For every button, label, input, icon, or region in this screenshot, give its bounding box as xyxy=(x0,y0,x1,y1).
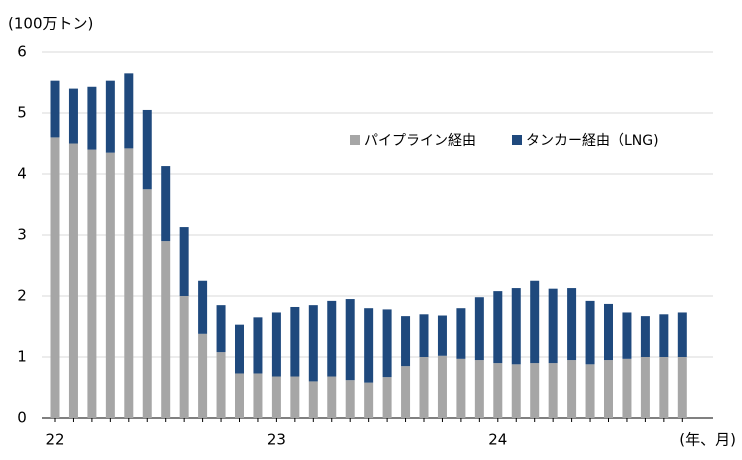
bar-segment xyxy=(604,303,613,361)
bar-segment xyxy=(622,312,632,359)
bar-segment xyxy=(68,88,78,144)
bar-segment xyxy=(142,189,152,418)
bar-segment xyxy=(345,299,355,381)
bar-segment xyxy=(511,288,521,365)
bar-segment xyxy=(235,373,244,418)
y-tick-label: 4 xyxy=(17,165,27,183)
bar-segment xyxy=(290,376,300,418)
x-tick-label: 24 xyxy=(488,431,507,449)
bar-segment xyxy=(198,280,208,334)
bar-segment xyxy=(87,86,97,150)
bar-segment xyxy=(271,376,281,418)
bar-segment xyxy=(604,360,613,418)
bar-segment xyxy=(308,305,318,382)
bar-segment xyxy=(50,137,60,418)
bar-segment xyxy=(105,80,115,153)
bar-segment xyxy=(50,80,60,138)
y-tick-label: 1 xyxy=(17,348,27,366)
bar-segment xyxy=(142,109,152,190)
bar-segment xyxy=(235,324,244,374)
bar-segment xyxy=(585,364,595,418)
bar-segment xyxy=(290,306,300,377)
bar-segment xyxy=(677,357,687,418)
bar-segment xyxy=(271,312,281,377)
bar-segment xyxy=(548,363,558,418)
bar-segment xyxy=(437,355,447,418)
bar-segment xyxy=(401,366,411,418)
bar-segment xyxy=(382,309,392,378)
bar-segment xyxy=(124,148,134,418)
bar-segment xyxy=(585,300,595,365)
bar-segment xyxy=(456,358,466,418)
bar-segment xyxy=(530,363,540,418)
bar-segment xyxy=(253,317,263,374)
bar-segment xyxy=(419,314,429,357)
bar-segment xyxy=(530,280,540,364)
bar-segment xyxy=(364,308,374,383)
bar-segment xyxy=(216,305,226,353)
bar-segment xyxy=(87,149,97,418)
bar-segment xyxy=(161,241,171,418)
x-unit-label: (年、月) xyxy=(679,431,736,449)
bar-segment xyxy=(659,314,669,357)
y-tick-label: 5 xyxy=(17,104,27,122)
bar-segment xyxy=(640,316,650,357)
legend-swatch xyxy=(512,135,522,145)
bar-segment xyxy=(161,166,171,242)
bar-segment xyxy=(364,382,374,418)
bar-segment xyxy=(456,308,466,359)
bar-segment xyxy=(474,297,484,361)
bar-segment xyxy=(567,360,577,418)
y-unit-label: (100万トン) xyxy=(8,15,93,33)
x-tick-label: 22 xyxy=(45,431,64,449)
bar-segment xyxy=(253,373,263,418)
bar-segment xyxy=(124,73,134,149)
bar-segment xyxy=(437,315,447,356)
bar-segment xyxy=(401,316,411,367)
y-tick-label: 2 xyxy=(17,287,27,305)
bar-segment xyxy=(640,357,650,418)
legend-swatch xyxy=(350,135,360,145)
y-tick-label: 6 xyxy=(17,43,27,61)
y-tick-label: 3 xyxy=(17,226,27,244)
bar-segment xyxy=(216,352,226,418)
y-tick-label: 0 xyxy=(17,409,27,427)
bar-segment xyxy=(327,376,337,418)
bar-segment xyxy=(567,288,577,361)
bar-segment xyxy=(474,360,484,418)
bar-segment xyxy=(677,312,687,357)
bar-segment xyxy=(198,333,208,418)
bar-segment xyxy=(327,300,337,377)
bar-segment xyxy=(382,377,392,418)
bar-segment xyxy=(659,357,669,418)
legend-label: タンカー経由（LNG) xyxy=(526,133,659,149)
bar-segment xyxy=(179,296,189,418)
bar-segment xyxy=(179,227,189,296)
bar-segment xyxy=(511,364,521,418)
bar-segment xyxy=(105,152,115,418)
bar-segment xyxy=(493,291,503,364)
bar-segment xyxy=(493,363,503,418)
bar-segment xyxy=(419,357,429,418)
bar-segment xyxy=(68,143,78,418)
bar-segment xyxy=(622,358,632,418)
legend-label: パイプライン経由 xyxy=(364,133,476,149)
x-tick-label: 23 xyxy=(267,431,286,449)
bar-segment xyxy=(308,381,318,418)
bar-segment xyxy=(548,288,558,364)
bar-segment xyxy=(345,380,355,418)
